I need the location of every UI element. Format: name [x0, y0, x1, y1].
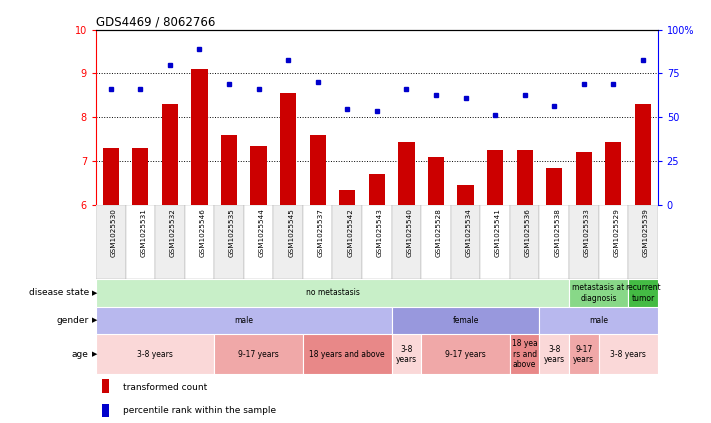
Bar	[132, 148, 149, 205]
Text: 9-17 years: 9-17 years	[238, 350, 279, 359]
Text: percentile rank within the sample: percentile rank within the sample	[123, 407, 276, 415]
Text: 3-8 years: 3-8 years	[610, 350, 646, 359]
Bar	[96, 334, 214, 374]
Bar	[481, 205, 510, 279]
Bar	[421, 334, 510, 374]
Text: GSM1025533: GSM1025533	[584, 208, 589, 257]
Bar	[605, 142, 621, 205]
Text: no metastasis: no metastasis	[306, 288, 360, 297]
Bar	[362, 205, 392, 279]
Text: GSM1025541: GSM1025541	[495, 208, 501, 257]
Bar	[96, 205, 126, 279]
Text: GSM1025542: GSM1025542	[347, 208, 353, 257]
Bar	[191, 69, 208, 205]
Bar	[487, 150, 503, 205]
Text: male: male	[235, 316, 253, 325]
Bar	[126, 205, 155, 279]
Text: female: female	[452, 316, 479, 325]
Bar	[569, 334, 599, 374]
Bar	[428, 157, 444, 205]
Text: GSM1025534: GSM1025534	[466, 208, 471, 257]
Bar	[599, 205, 628, 279]
Bar	[162, 104, 178, 205]
Text: GSM1025537: GSM1025537	[318, 208, 324, 257]
Text: GSM1025540: GSM1025540	[407, 208, 412, 257]
Bar	[576, 153, 592, 205]
Bar	[214, 334, 303, 374]
Bar	[96, 307, 392, 334]
Text: GSM1025545: GSM1025545	[288, 208, 294, 257]
Text: GSM1025531: GSM1025531	[140, 208, 146, 257]
Bar	[155, 205, 185, 279]
Bar	[221, 135, 237, 205]
Text: 18 yea
rs and
above: 18 yea rs and above	[512, 339, 538, 369]
Bar	[398, 142, 415, 205]
Text: transformed count: transformed count	[123, 382, 207, 392]
Text: 9-17 years: 9-17 years	[445, 350, 486, 359]
Bar	[421, 205, 451, 279]
Bar	[303, 334, 392, 374]
Text: GSM1025528: GSM1025528	[436, 208, 442, 257]
Bar	[303, 205, 333, 279]
Text: ▶: ▶	[92, 317, 98, 324]
Text: GSM1025543: GSM1025543	[377, 208, 383, 257]
Bar	[214, 205, 244, 279]
Bar	[540, 205, 569, 279]
Bar	[540, 334, 569, 374]
Bar	[273, 205, 303, 279]
Text: metastasis at
diagnosis: metastasis at diagnosis	[572, 283, 625, 302]
Text: GSM1025544: GSM1025544	[259, 208, 264, 257]
Bar	[392, 334, 421, 374]
Bar	[96, 279, 569, 307]
Text: GSM1025546: GSM1025546	[200, 208, 205, 257]
Bar	[628, 279, 658, 307]
Text: 18 years and above: 18 years and above	[309, 350, 385, 359]
Bar	[244, 205, 273, 279]
Bar	[102, 379, 109, 393]
Bar	[540, 307, 658, 334]
Bar	[546, 168, 562, 205]
Text: age: age	[72, 350, 89, 359]
Bar	[635, 104, 651, 205]
Bar	[628, 205, 658, 279]
Text: ▶: ▶	[92, 351, 98, 357]
Text: GSM1025538: GSM1025538	[554, 208, 560, 257]
Text: 9-17
years: 9-17 years	[573, 345, 594, 364]
Bar	[250, 146, 267, 205]
Text: 3-8
years: 3-8 years	[544, 345, 565, 364]
Bar	[569, 205, 599, 279]
Bar	[102, 148, 119, 205]
Bar	[392, 307, 540, 334]
Text: recurrent
tumor: recurrent tumor	[625, 283, 661, 302]
Bar	[451, 205, 481, 279]
Text: gender: gender	[57, 316, 89, 325]
Bar	[392, 205, 421, 279]
Text: GSM1025530: GSM1025530	[111, 208, 117, 257]
Text: GSM1025535: GSM1025535	[229, 208, 235, 257]
Bar	[339, 190, 356, 205]
Text: GSM1025536: GSM1025536	[525, 208, 530, 257]
Bar	[599, 334, 658, 374]
Bar	[510, 205, 540, 279]
Bar	[457, 185, 474, 205]
Text: 3-8 years: 3-8 years	[137, 350, 173, 359]
Text: male: male	[589, 316, 608, 325]
Text: GDS4469 / 8062766: GDS4469 / 8062766	[96, 16, 215, 28]
Bar	[569, 279, 628, 307]
Bar	[185, 205, 214, 279]
Bar	[309, 135, 326, 205]
Text: GSM1025529: GSM1025529	[614, 208, 619, 257]
Text: ▶: ▶	[92, 290, 98, 296]
Bar	[102, 404, 109, 417]
Text: GSM1025532: GSM1025532	[170, 208, 176, 257]
Text: disease state: disease state	[28, 288, 89, 297]
Bar	[510, 334, 540, 374]
Text: 3-8
years: 3-8 years	[396, 345, 417, 364]
Bar	[333, 205, 362, 279]
Bar	[369, 174, 385, 205]
Bar	[280, 93, 296, 205]
Text: GSM1025539: GSM1025539	[643, 208, 649, 257]
Bar	[516, 150, 533, 205]
